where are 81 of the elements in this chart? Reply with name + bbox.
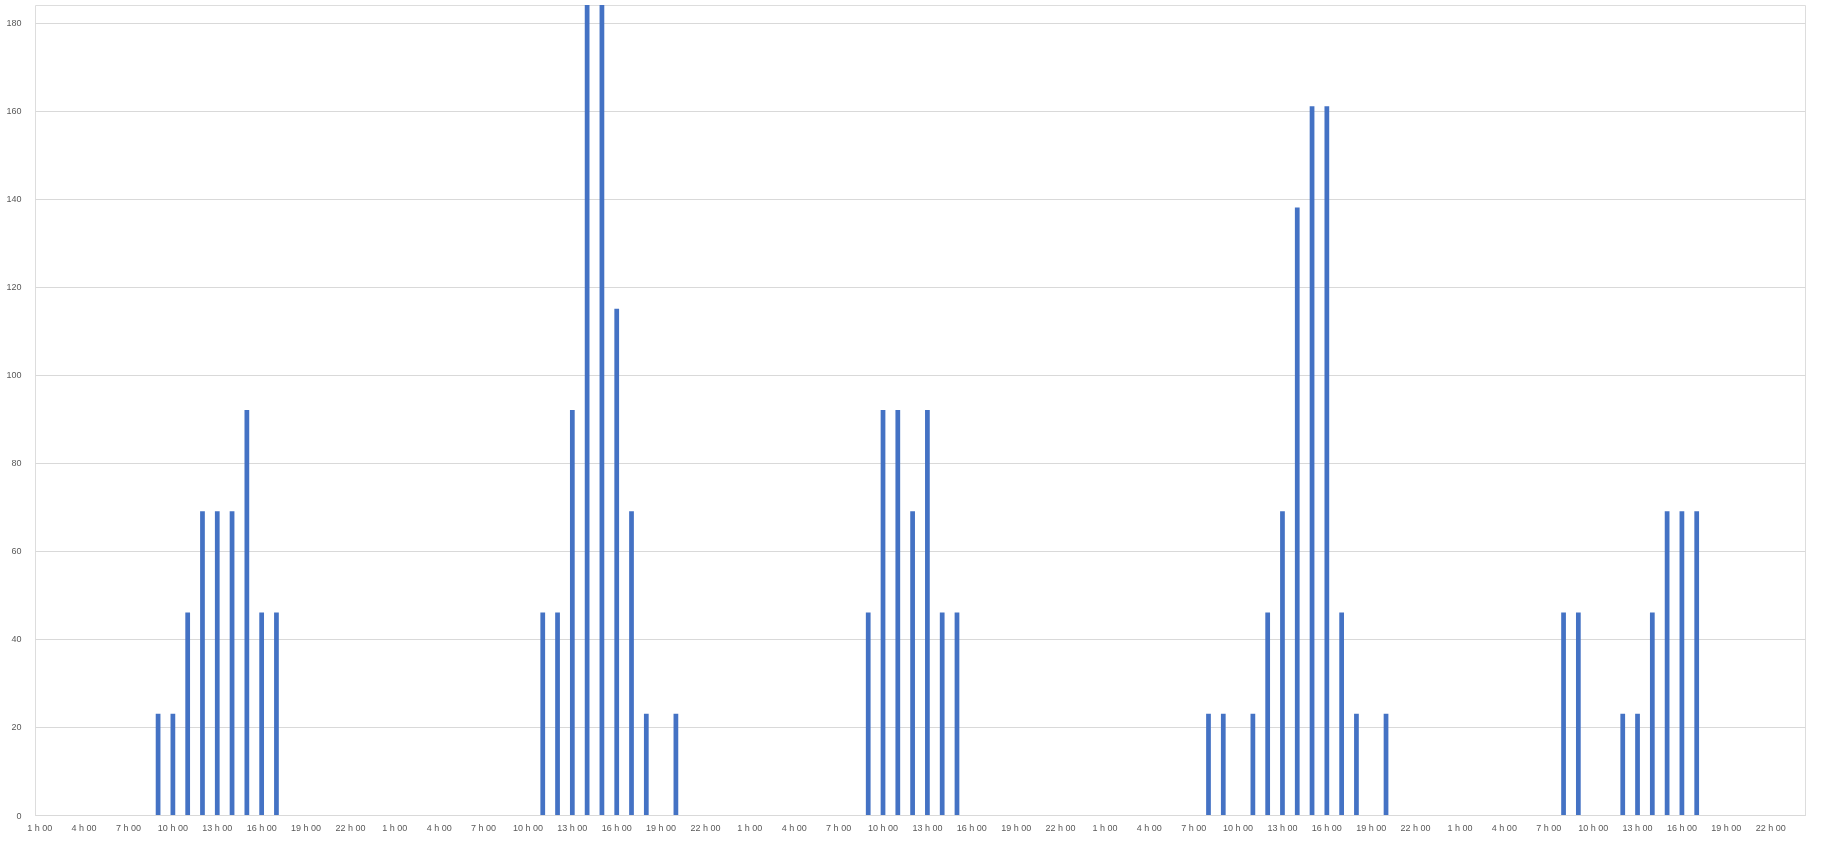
x-tick-label: 7 h 00 bbox=[1181, 822, 1207, 833]
bar bbox=[629, 511, 634, 815]
y-tick-label: 60 bbox=[11, 546, 22, 557]
bar bbox=[274, 612, 279, 815]
x-tick-label: 1 h 00 bbox=[382, 822, 408, 833]
bar bbox=[1339, 612, 1345, 815]
x-tick-label: 1 h 00 bbox=[27, 822, 53, 833]
bar bbox=[895, 410, 901, 815]
x-tick-label: 16 h 00 bbox=[246, 822, 277, 833]
x-tick-label: 16 h 00 bbox=[601, 822, 632, 833]
y-tick-label: 20 bbox=[11, 722, 22, 733]
bar bbox=[1324, 106, 1330, 815]
y-tick-label: 40 bbox=[11, 634, 22, 645]
x-tick-label: 22 h 00 bbox=[1400, 822, 1431, 833]
bar bbox=[1635, 713, 1640, 815]
x-tick-label: 7 h 00 bbox=[115, 822, 142, 833]
x-tick-label: 19 h 00 bbox=[646, 822, 677, 833]
x-tick-label: 16 h 00 bbox=[1311, 822, 1342, 833]
x-tick-label: 4 h 00 bbox=[1136, 822, 1162, 833]
bar bbox=[1620, 713, 1626, 815]
x-tick-label: 10 h 00 bbox=[1578, 822, 1609, 833]
x-tick-label: 4 h 00 bbox=[71, 822, 97, 833]
x-tick-label: 4 h 00 bbox=[1491, 822, 1517, 833]
bar bbox=[1280, 511, 1285, 815]
bar bbox=[939, 612, 945, 815]
x-tick-label: 13 h 00 bbox=[557, 822, 588, 833]
bar bbox=[555, 612, 560, 815]
bar bbox=[244, 410, 250, 815]
bar bbox=[185, 612, 191, 815]
x-tick-label: 4 h 00 bbox=[781, 822, 807, 833]
bar bbox=[1220, 713, 1226, 815]
x-tick-label: 19 h 00 bbox=[1001, 822, 1032, 833]
bar bbox=[910, 511, 915, 815]
bar bbox=[1354, 713, 1359, 815]
y-tick-label: 160 bbox=[6, 106, 22, 117]
x-tick-label: 10 h 00 bbox=[512, 822, 543, 833]
x-tick-label: 7 h 00 bbox=[826, 822, 852, 833]
y-tick-label: 0 bbox=[16, 810, 22, 821]
bar bbox=[1649, 612, 1655, 815]
bar bbox=[643, 713, 649, 815]
x-tick-label: 22 h 00 bbox=[1755, 822, 1786, 833]
x-tick-label: 22 h 00 bbox=[1045, 822, 1076, 833]
x-tick-label: 10 h 00 bbox=[868, 822, 899, 833]
bar bbox=[865, 612, 871, 815]
bar bbox=[1294, 207, 1300, 815]
x-tick-label: 7 h 00 bbox=[1536, 822, 1562, 833]
y-tick-label: 120 bbox=[6, 282, 22, 293]
bar bbox=[1561, 612, 1566, 815]
bar bbox=[569, 410, 575, 815]
x-tick-label: 7 h 00 bbox=[471, 822, 497, 833]
y-tick-label: 180 bbox=[6, 18, 22, 29]
x-tick-label: 1 h 00 bbox=[1447, 822, 1473, 833]
x-tick-label: 22 h 00 bbox=[335, 822, 366, 833]
bar bbox=[259, 612, 265, 815]
bar bbox=[1265, 612, 1271, 815]
x-tick-label: 10 h 00 bbox=[157, 822, 188, 833]
bar bbox=[540, 612, 546, 815]
x-tick-label: 22 h 00 bbox=[690, 822, 721, 833]
x-tick-label: 4 h 00 bbox=[426, 822, 452, 833]
x-tick-label: 13 h 00 bbox=[202, 822, 233, 833]
x-tick-label: 19 h 00 bbox=[291, 822, 322, 833]
y-tick-label: 140 bbox=[6, 194, 22, 205]
y-tick-label: 100 bbox=[6, 370, 22, 381]
x-tick-label: 13 h 00 bbox=[1622, 822, 1653, 833]
x-tick-label: 16 h 00 bbox=[1666, 822, 1697, 833]
bar bbox=[1206, 713, 1211, 815]
x-tick-label: 13 h 00 bbox=[1267, 822, 1298, 833]
x-tick-label: 10 h 00 bbox=[1223, 822, 1254, 833]
bar bbox=[200, 511, 205, 815]
bar bbox=[1575, 612, 1581, 815]
x-tick-label: 16 h 00 bbox=[956, 822, 987, 833]
y-tick-label: 80 bbox=[11, 458, 22, 469]
bar bbox=[925, 410, 930, 815]
x-tick-label: 13 h 00 bbox=[912, 822, 943, 833]
bar bbox=[214, 511, 220, 815]
x-tick-label: 19 h 00 bbox=[1356, 822, 1387, 833]
bar bbox=[1694, 511, 1700, 815]
bar bbox=[614, 308, 620, 815]
x-tick-label: 19 h 00 bbox=[1711, 822, 1742, 833]
x-tick-label: 1 h 00 bbox=[1092, 822, 1118, 833]
x-tick-label: 1 h 00 bbox=[737, 822, 763, 833]
